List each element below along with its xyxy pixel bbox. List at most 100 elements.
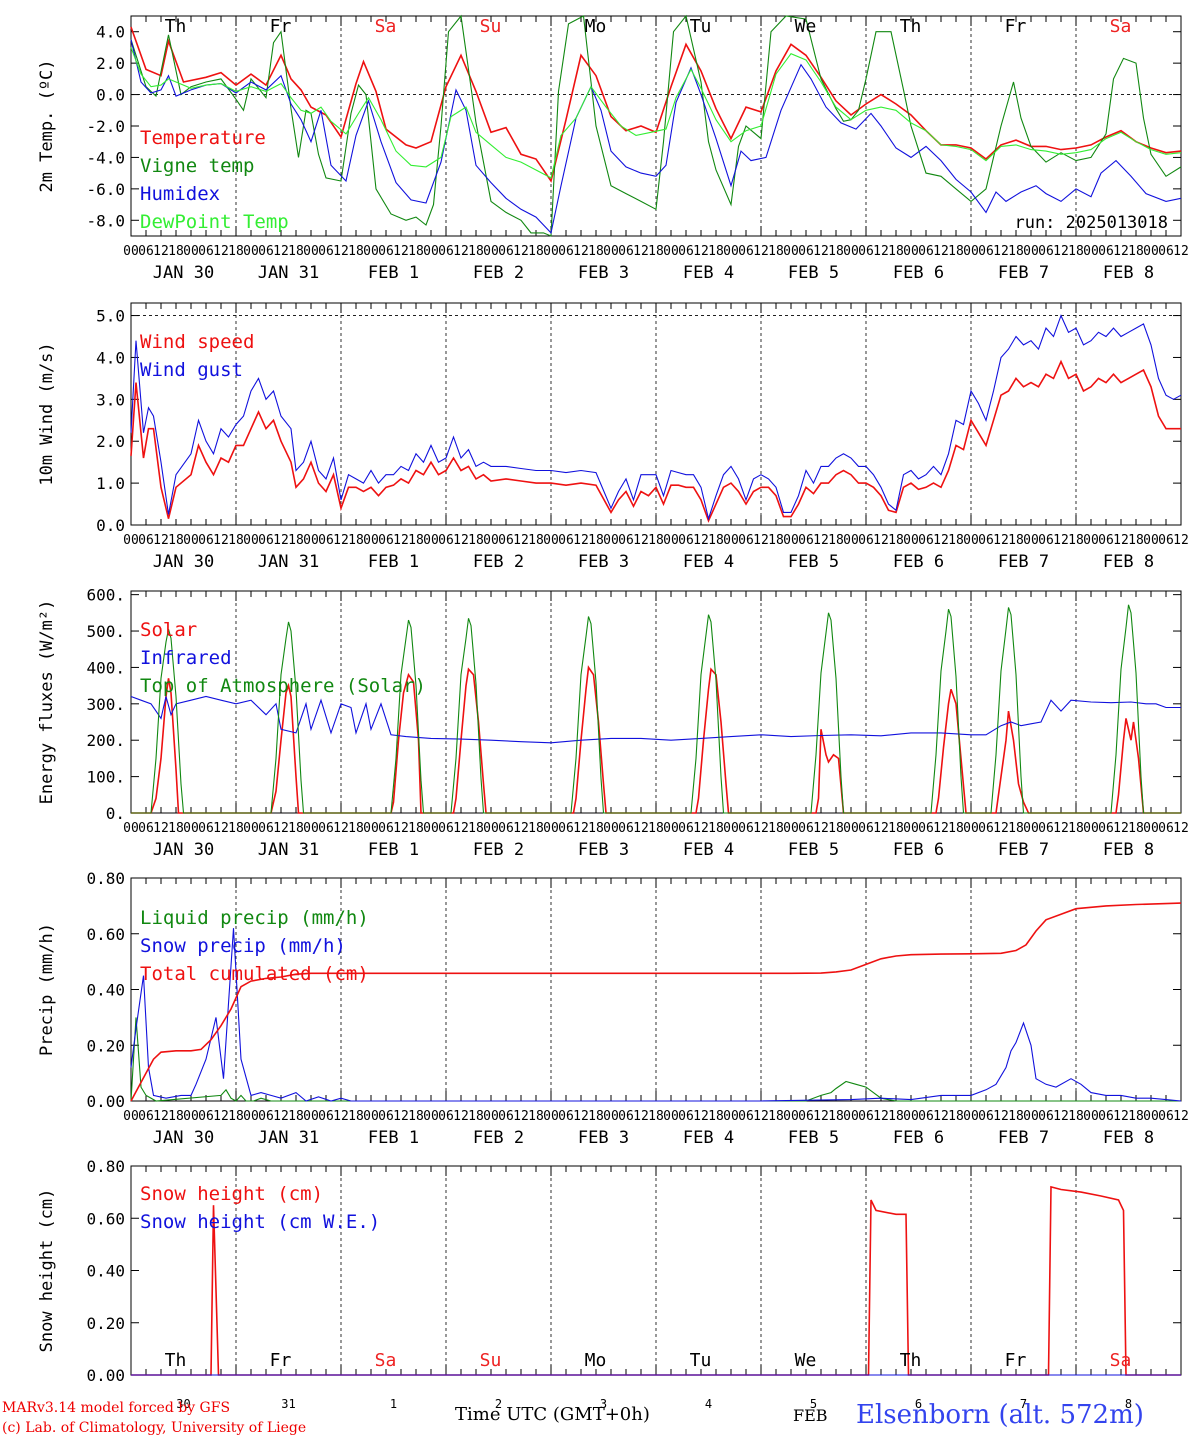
x-tick-label: 18 [948, 1109, 964, 1124]
x-tick-label: 00 [1023, 533, 1039, 548]
x-tick-label: 18 [408, 821, 424, 836]
y-tick-label: 1.0 [96, 474, 125, 493]
date-label: JAN 31 [258, 263, 319, 283]
x-tick-label: 12 [933, 821, 949, 836]
x-tick-label: 12 [213, 821, 229, 836]
x-tick-label: 06 [738, 821, 754, 836]
x-tick-label: 00 [843, 533, 859, 548]
x-tick-label: 06 [378, 244, 394, 259]
x-tick-label: 06 [798, 533, 814, 548]
x-tick-label: 06 [558, 1109, 574, 1124]
date-label: FEB 5 [788, 840, 839, 860]
x-tick-label: 00 [843, 244, 859, 259]
x-tick-label: 00 [603, 244, 619, 259]
x-tick-label: 06 [198, 244, 214, 259]
date-label: FEB 6 [893, 552, 944, 572]
x-tick-label: 00 [123, 1109, 139, 1124]
x-tick-label: 12 [1173, 533, 1189, 548]
x-tick-label: 06 [318, 244, 334, 259]
x-tick-label: 00 [963, 821, 979, 836]
x-tick-label: 06 [738, 1109, 754, 1124]
x-tick-label: 00 [1143, 533, 1159, 548]
weekday-label: Tu [690, 16, 712, 37]
y-tick-label: 2.0 [96, 54, 125, 73]
x-tick-label: 00 [783, 533, 799, 548]
x-tick-label: 00 [423, 1109, 439, 1124]
x-tick-label: 06 [858, 244, 874, 259]
x-tick-label: 00 [603, 533, 619, 548]
x-tick-label: 12 [573, 533, 589, 548]
date-label: FEB 2 [473, 263, 524, 283]
x-tick-label: 06 [438, 821, 454, 836]
x-tick-label: 12 [693, 1109, 709, 1124]
weekday-label: Fr [1005, 1350, 1027, 1371]
x-tick-label: 00 [1143, 244, 1159, 259]
x-tick-label: 00 [243, 244, 259, 259]
x-tick-label: 12 [993, 244, 1009, 259]
y-tick-label: -2.0 [86, 117, 125, 136]
date-label: FEB 8 [1103, 552, 1154, 572]
x-tick-label: 00 [363, 821, 379, 836]
x-tick-label: 06 [618, 821, 634, 836]
x-tick-label: 18 [768, 1109, 784, 1124]
x-tick-label: 12 [993, 821, 1009, 836]
x-tick-label: 06 [498, 821, 514, 836]
x-axis-title: Time UTC (GMT+0h) [455, 1404, 650, 1425]
x-tick-label: 18 [588, 533, 604, 548]
x-tick-label: 18 [1008, 1109, 1024, 1124]
weekday-label: Th [900, 1350, 922, 1371]
weekday-label: Su [480, 16, 502, 37]
x-tick-label: 06 [438, 533, 454, 548]
x-tick-label: 12 [1053, 244, 1069, 259]
y-tick-label: 0.0 [96, 86, 125, 105]
y-tick-label: 0.00 [86, 1092, 125, 1111]
x-tick-label: 06 [1158, 244, 1174, 259]
x-tick-label: 12 [333, 821, 349, 836]
x-tick-label: 00 [903, 1109, 919, 1124]
weekday-label: Su [480, 1350, 502, 1371]
date-label: FEB 3 [578, 1128, 629, 1148]
x-tick-label: 00 [663, 533, 679, 548]
x-tick-label: 06 [558, 533, 574, 548]
date-label: FEB 7 [998, 263, 1049, 283]
date-label: FEB 2 [473, 1128, 524, 1148]
y-tick-label: 4.0 [96, 23, 125, 42]
x-tick-label: 18 [168, 821, 184, 836]
date-label: FEB 6 [893, 1128, 944, 1148]
x-tick-label: 12 [873, 533, 889, 548]
x-tick-label: 00 [723, 1109, 739, 1124]
date-label: JAN 30 [153, 840, 214, 860]
y-tick-label: 0.40 [86, 1262, 125, 1281]
x-tick-label: 06 [798, 1109, 814, 1124]
x-tick-label: 00 [483, 533, 499, 548]
x-tick-label: 18 [708, 533, 724, 548]
x-tick-label: 18 [588, 244, 604, 259]
x-tick-label: 06 [558, 244, 574, 259]
x-tick-label: 12 [513, 244, 529, 259]
y-tick-label: 0.40 [86, 981, 125, 1000]
x-tick-label: 00 [123, 244, 139, 259]
x-tick-label: 00 [363, 244, 379, 259]
weekday-label: Th [165, 16, 187, 37]
x-tick-label: 18 [828, 533, 844, 548]
x-tick-label: 18 [708, 821, 724, 836]
series-line [131, 604, 1181, 814]
x-tick-label: 06 [918, 1109, 934, 1124]
legend-entry: Snow height (cm W.E.) [140, 1211, 380, 1233]
date-label: FEB 6 [893, 263, 944, 283]
x-tick-label: 06 [138, 244, 154, 259]
date-label: FEB 8 [1103, 840, 1154, 860]
date-label: FEB 2 [473, 840, 524, 860]
x-tick-label: 06 [1038, 821, 1054, 836]
x-tick-label: 06 [1098, 1109, 1114, 1124]
weekday-label: Sa [375, 16, 397, 37]
date-label: FEB 8 [1103, 263, 1154, 283]
y-axis-label: Snow height (cm) [37, 1189, 57, 1353]
date-label: FEB 8 [1103, 1128, 1154, 1148]
date-label: FEB 7 [998, 840, 1049, 860]
x-tick-label: 18 [288, 244, 304, 259]
x-tick-label: 12 [1113, 1109, 1129, 1124]
x-tick-label: 06 [438, 244, 454, 259]
